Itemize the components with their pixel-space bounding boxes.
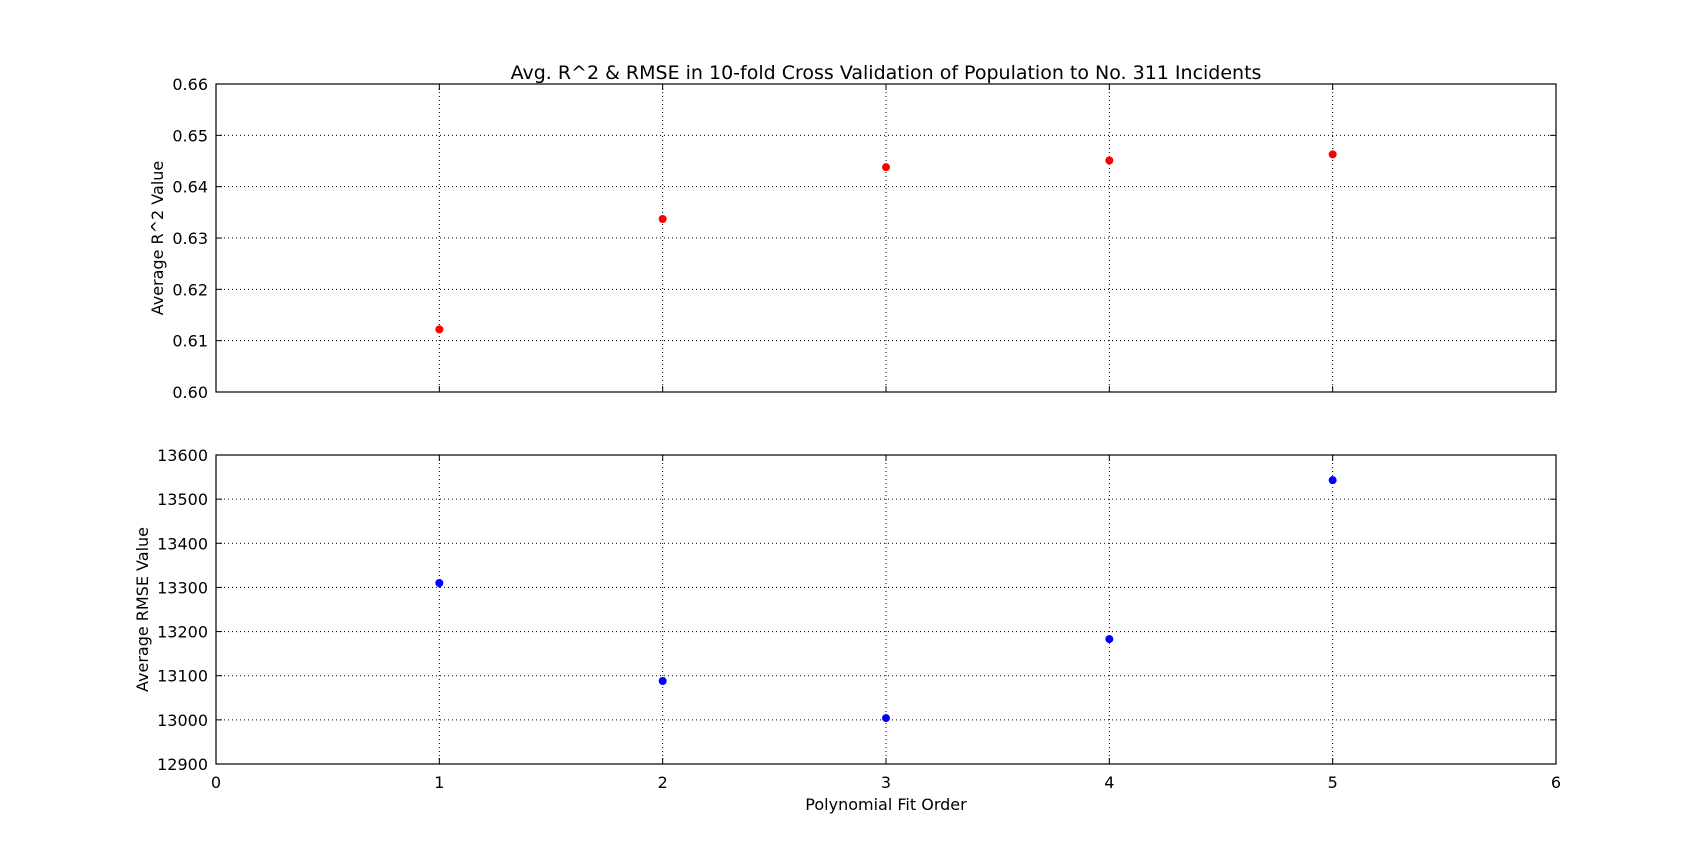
chart-2-axes-frame	[215, 454, 1557, 765]
chart-2-data-point	[435, 579, 444, 588]
chart-2-xtick-label: 5	[1328, 773, 1338, 792]
chart-2-xtick-label: 3	[881, 773, 891, 792]
chart-2-ytick-label: 13000	[157, 711, 208, 730]
chart-2-data-point	[658, 677, 667, 686]
chart-1-ytick-label: 0.66	[172, 75, 208, 94]
chart-1-ytick-label: 0.60	[172, 383, 208, 402]
chart-1-ytick-label: 0.64	[172, 178, 208, 197]
chart-2-ytick-label: 13600	[157, 446, 208, 465]
chart-1-ytick-label: 0.65	[172, 126, 208, 145]
chart-1-data-point	[882, 163, 890, 172]
chart-2-data-point	[882, 714, 890, 723]
chart-2-ytick-label: 13200	[157, 623, 208, 642]
chart-1-data-point	[435, 325, 444, 334]
chart-1-data-point	[658, 215, 667, 224]
chart-1-ytick-label: 0.61	[172, 332, 208, 351]
chart-1-ytick-label: 0.63	[172, 229, 208, 248]
chart-1-ylabel: Average R^2 Value	[148, 161, 167, 316]
chart-2-xtick-label: 0	[211, 773, 221, 792]
chart-1-axes-frame	[215, 83, 1557, 393]
chart-1-title: Avg. R^2 & RMSE in 10-fold Cross Validat…	[511, 62, 1262, 84]
chart-2-ytick-label: 13100	[157, 667, 208, 686]
chart-2-xtick-label: 6	[1551, 773, 1561, 792]
chart-2-data-point	[1105, 635, 1114, 644]
chart-2-ytick-label: 13400	[157, 534, 208, 553]
chart-2-ytick-label: 13500	[157, 490, 208, 509]
chart-1-data-point	[1328, 150, 1337, 159]
chart-1-ytick-label: 0.62	[172, 280, 208, 299]
chart-2-xlabel: Polynomial Fit Order	[805, 795, 967, 814]
chart-1-data-point	[1105, 156, 1114, 165]
chart-2-ytick-label: 13300	[157, 578, 208, 597]
chart-2-xtick-label: 2	[658, 773, 668, 792]
chart-2-ytick-label: 12900	[157, 755, 208, 774]
chart-2-xtick-label: 4	[1104, 773, 1114, 792]
chart-2-xtick-label: 1	[434, 773, 444, 792]
chart-2-ylabel: Average RMSE Value	[133, 527, 152, 692]
chart-2-data-point	[1328, 476, 1337, 485]
